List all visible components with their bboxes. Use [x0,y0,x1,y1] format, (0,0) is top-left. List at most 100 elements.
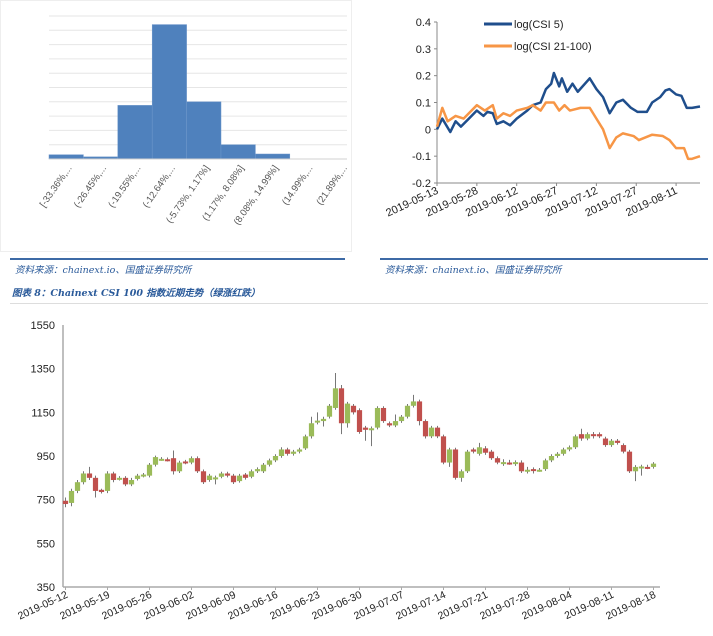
candle-down [434,427,441,437]
candle-down [452,449,459,478]
candle-up [80,473,87,483]
candle-up [458,471,465,478]
candle-down [596,434,603,437]
candle-up [476,447,483,454]
y-tick-label: 0.4 [416,17,431,29]
y-tick-label: -0.2 [412,178,431,190]
candle-up [278,449,285,456]
y-tick-label: 0.3 [416,44,431,56]
y-tick-label: 950 [37,451,55,463]
source-rule-left [10,258,345,260]
candle-up [542,460,549,470]
candle-up [524,469,531,472]
series-line-csi-5 [435,71,701,134]
y-tick-label: 350 [37,582,55,594]
candle-up [500,462,507,465]
candle-up [392,421,399,426]
candle-up [554,453,561,456]
candle-up [272,456,279,461]
source-caption-right: 资料来源：chainext.io、国盛证券研究所 [385,265,562,276]
candle-down [470,449,477,452]
candle-up [398,416,405,422]
y-tick-label: 550 [37,538,55,550]
candle-up [374,407,381,428]
candle-up [152,457,159,465]
candle-up [464,451,471,472]
candle-up [308,423,315,437]
candle-up [344,403,351,424]
candle-down [626,451,633,472]
series-line-csi-21-100 [435,101,701,161]
candle-up [68,490,75,503]
candle-down [356,410,363,432]
candle-up [410,401,417,406]
candle-up [548,456,555,461]
candle-down [440,436,447,463]
candle-up [146,464,153,476]
candle-down [530,469,537,472]
candle-up [446,449,453,463]
figure-rule [10,303,708,304]
candle-down [224,473,231,476]
candle-up [320,418,327,422]
y-tick-label: 0 [425,124,431,136]
candle-down [380,407,387,422]
candle-down [164,459,171,462]
figure-8-caption: 图表 8：Chainext CSI 100 指数近期走势（绿涨红跌） [12,288,261,299]
candle-down [488,451,495,459]
candle-down [194,458,201,472]
candle-down [200,471,207,483]
candle-down [122,477,129,485]
y-tick-label: 1550 [31,320,55,332]
source-rule-right [380,258,708,260]
y-tick-label: 1350 [31,364,55,376]
candle-down [62,500,69,505]
candle-up [314,420,321,423]
legend-label: log(CSI 5) [514,19,564,31]
candle-down [350,405,357,413]
candle-down [620,445,627,452]
candle-down [386,423,393,426]
candle-down [98,489,105,493]
histogram-bar [151,24,187,160]
candle-up [428,427,435,437]
candle-up [650,463,657,467]
candle-up [236,475,243,482]
candle-up [296,449,303,452]
candle-up [212,477,219,480]
candle-down [170,458,177,472]
candle-up [632,466,639,472]
candle-down [644,466,651,469]
candle-up [140,474,147,477]
candle-down [422,421,429,437]
return-distribution-histogram: [-33.36%,...(-26.45%,...(-19.55%,...(-12… [38,15,350,227]
candle-down [338,388,345,424]
candle-down [362,427,369,430]
candle-up [536,469,543,472]
histogram-panel [0,0,352,252]
candle-up [302,436,309,449]
candle-down [92,477,99,491]
legend-label: log(CSI 21-100) [514,41,592,53]
candle-down [602,438,609,446]
candle-down [86,473,93,478]
candle-up [116,477,123,480]
candle-up [206,475,213,481]
y-tick-label: 1150 [31,407,55,419]
csi-log-line-chart: 0.40.30.20.10-0.1-0.22019-05-132019-05-2… [384,17,701,220]
candle-up [572,436,579,448]
candle-up [326,405,333,417]
candle-up [332,388,339,408]
candle-up [608,440,615,446]
candle-down [242,474,249,478]
candle-down [230,475,237,483]
candle-up [218,473,225,477]
candle-up [248,471,255,477]
histogram-bar [186,101,222,160]
candle-up [260,464,267,472]
candle-up [176,462,183,472]
candle-up [128,480,135,485]
candle-up [368,428,375,431]
source-caption-left: 资料来源：chainext.io、国盛证券研究所 [15,265,192,276]
